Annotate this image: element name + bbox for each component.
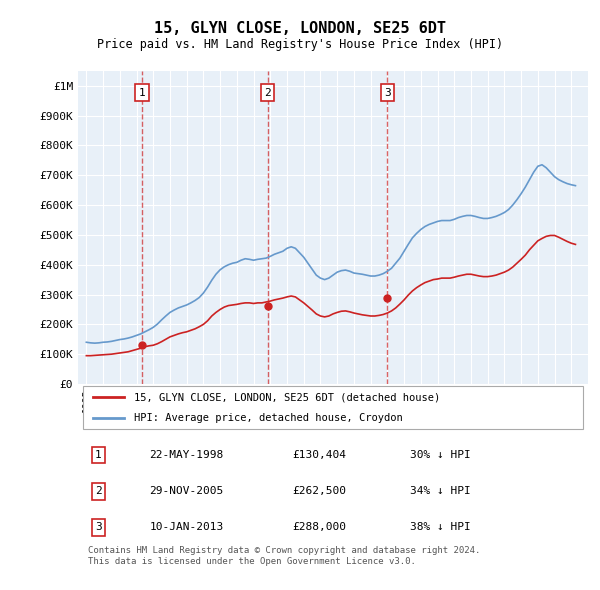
Text: 2: 2	[264, 88, 271, 98]
Text: 22-MAY-1998: 22-MAY-1998	[149, 450, 224, 460]
FancyBboxPatch shape	[83, 386, 583, 429]
Text: Contains HM Land Registry data © Crown copyright and database right 2024.
This d: Contains HM Land Registry data © Crown c…	[88, 546, 481, 566]
Text: HPI: Average price, detached house, Croydon: HPI: Average price, detached house, Croy…	[134, 413, 403, 423]
Text: 38% ↓ HPI: 38% ↓ HPI	[409, 523, 470, 532]
Text: 10-JAN-2013: 10-JAN-2013	[149, 523, 224, 532]
Text: 15, GLYN CLOSE, LONDON, SE25 6DT: 15, GLYN CLOSE, LONDON, SE25 6DT	[154, 21, 446, 35]
Text: 1: 1	[139, 88, 145, 98]
Text: £130,404: £130,404	[292, 450, 346, 460]
Text: 1: 1	[95, 450, 102, 460]
Text: £288,000: £288,000	[292, 523, 346, 532]
Text: Price paid vs. HM Land Registry's House Price Index (HPI): Price paid vs. HM Land Registry's House …	[97, 38, 503, 51]
Text: 15, GLYN CLOSE, LONDON, SE25 6DT (detached house): 15, GLYN CLOSE, LONDON, SE25 6DT (detach…	[134, 392, 440, 402]
Text: 2: 2	[95, 486, 102, 496]
Text: 3: 3	[384, 88, 391, 98]
Text: 30% ↓ HPI: 30% ↓ HPI	[409, 450, 470, 460]
Text: £262,500: £262,500	[292, 486, 346, 496]
Text: 3: 3	[95, 523, 102, 532]
Text: 34% ↓ HPI: 34% ↓ HPI	[409, 486, 470, 496]
Text: 29-NOV-2005: 29-NOV-2005	[149, 486, 224, 496]
